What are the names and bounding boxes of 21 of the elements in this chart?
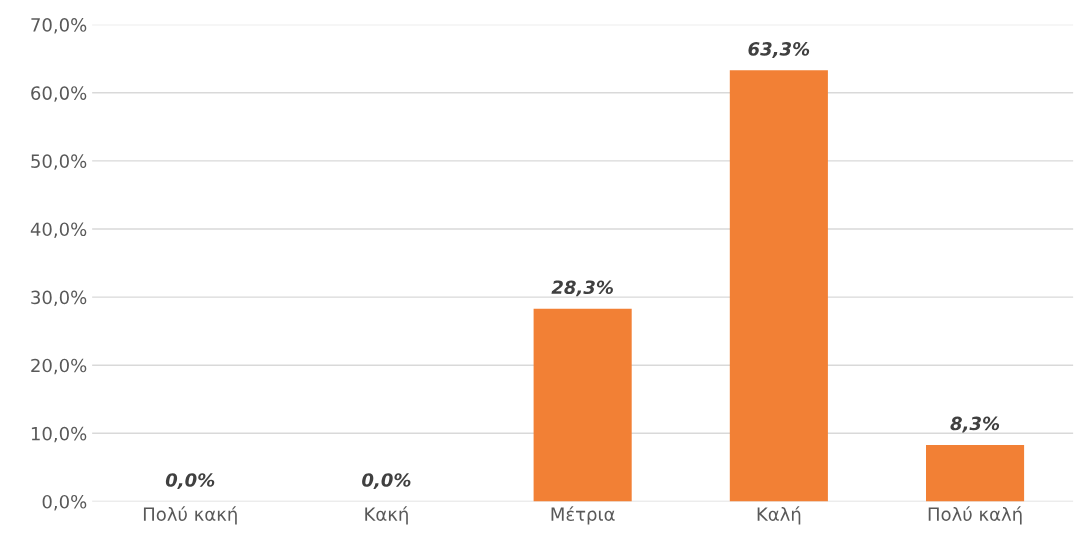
y-tick-label: 10,0% [31, 426, 87, 443]
data-label: 28,3% [551, 280, 613, 297]
y-tick-label: 40,0% [30, 222, 87, 238]
bar [533, 308, 632, 502]
y-tick-label: 0,0% [42, 494, 87, 511]
y-tick-label: 20,0% [31, 358, 87, 375]
data-label: 0,0% [165, 473, 215, 490]
y-tick-label: 50,0% [31, 154, 87, 170]
y-tick-label: 70,0% [31, 18, 87, 34]
x-tick-label: Πολύ κακή [143, 506, 237, 525]
x-tick-label: Καλή [757, 506, 801, 525]
y-tick-label: 30,0% [31, 290, 87, 307]
bar [729, 70, 828, 502]
data-label: 0,0% [362, 473, 411, 490]
x-tick-label: Πολύ καλή [928, 506, 1022, 525]
bar [926, 444, 1025, 502]
y-tick-label: 60,0% [31, 86, 87, 102]
data-label: 63,3% [748, 42, 810, 58]
data-label: 8,3% [950, 416, 1000, 433]
x-tick-label: Κακή [365, 506, 408, 525]
x-tick-label: Μέτρια [551, 506, 615, 525]
